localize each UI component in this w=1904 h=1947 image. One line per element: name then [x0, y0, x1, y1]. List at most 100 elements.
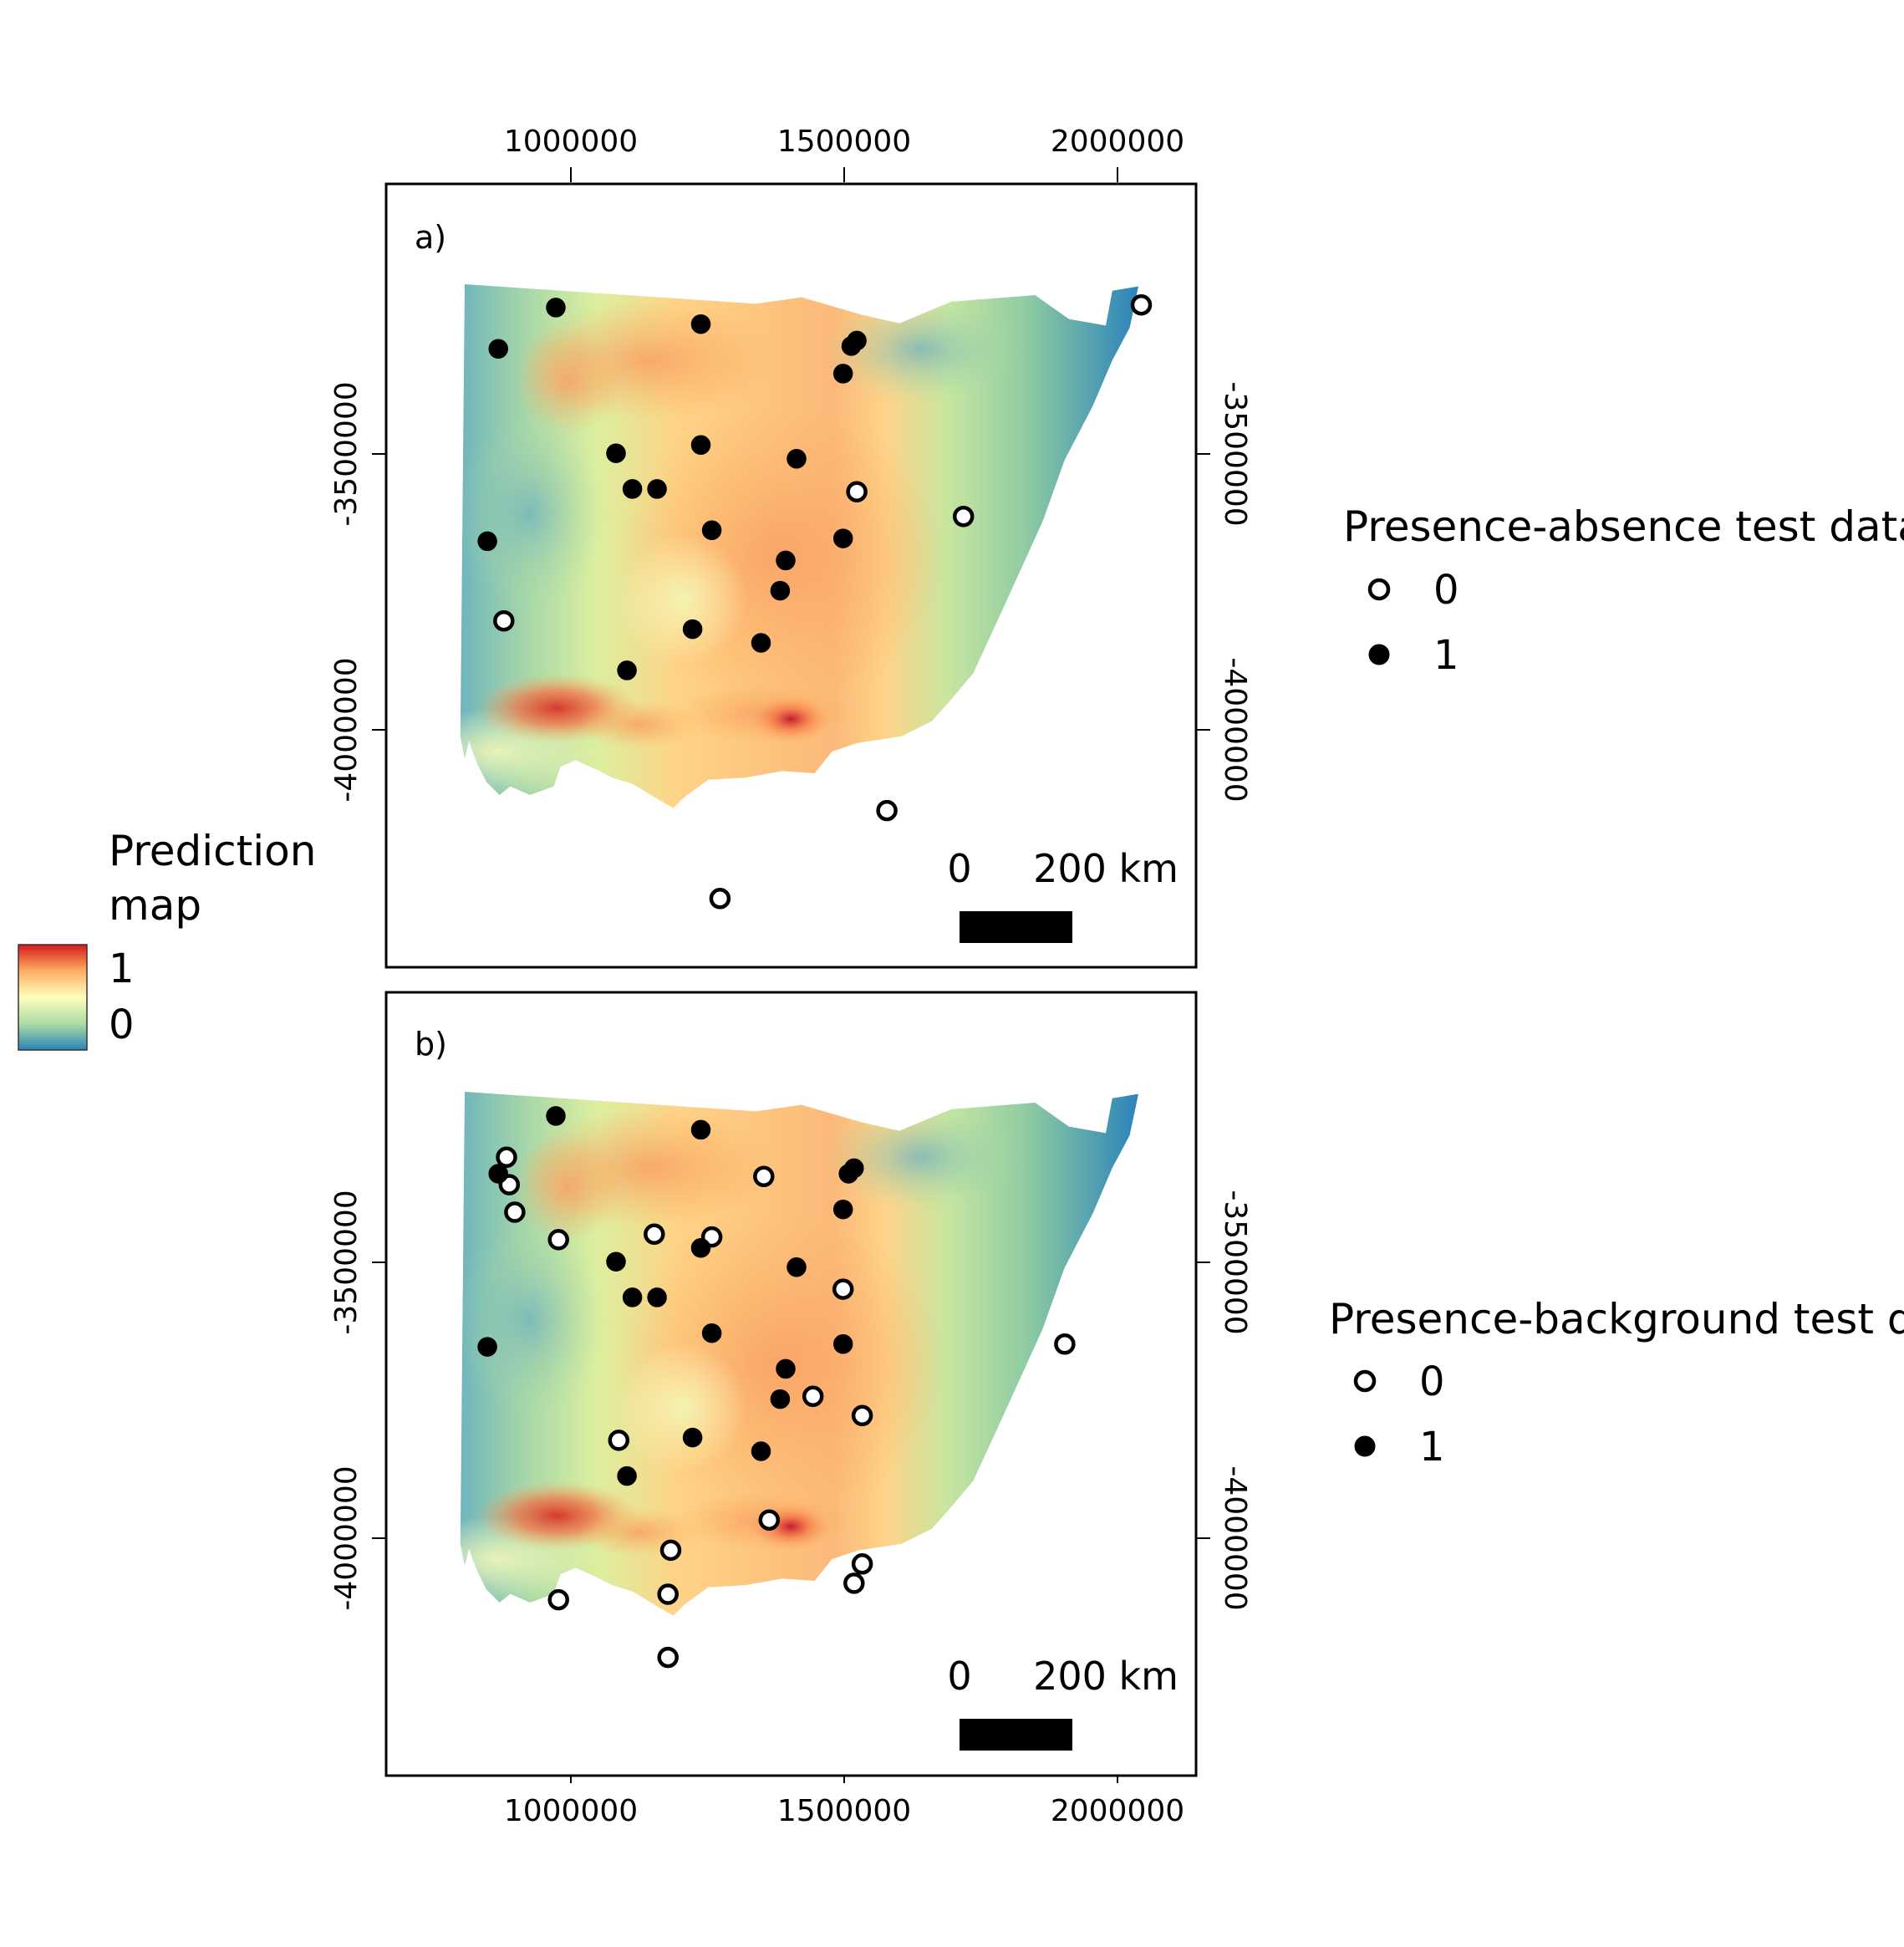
scale-bar-zero-label: 0 — [947, 846, 971, 891]
absence-point-marker — [493, 609, 515, 632]
absence-point-marker — [846, 481, 868, 502]
panel-b-points — [477, 1106, 1076, 1669]
presence-point-marker — [488, 1164, 508, 1184]
absence-point-marker — [659, 1539, 682, 1562]
top-x-tick-label: 1500000 — [777, 125, 911, 159]
panel-a-right-y-tick-label: -3500000 — [1218, 381, 1252, 526]
absence-point-marker — [952, 506, 975, 528]
presence-point-marker — [647, 479, 667, 499]
top-x-axis: 1000000 1500000 2000000 — [504, 125, 1184, 182]
legend-presence-background: Presence-background test data 0 1 — [1329, 1295, 1904, 1470]
absence-point-marker — [504, 1201, 526, 1223]
panel-b: b) -3500000 -4000000 -3500000 -4000000 0… — [329, 991, 1252, 1777]
panel-a-points — [477, 293, 1153, 910]
presence-point-marker — [690, 435, 711, 456]
top-x-tick-label: 2000000 — [1051, 125, 1184, 159]
colorbar-title-line2: map — [109, 881, 201, 930]
scale-bar-distance-label: 200 km — [1033, 846, 1179, 891]
absence-point-marker — [657, 1583, 679, 1605]
scale-bar-distance-label: 200 km — [1033, 1654, 1179, 1699]
presence-point-marker — [477, 1337, 497, 1357]
colorbar-max-label: 1 — [109, 945, 135, 992]
presence-point-marker — [606, 1251, 626, 1272]
absence-point-marker — [843, 1572, 865, 1594]
legend-open-circle-icon — [1353, 1369, 1377, 1393]
panel-a-frame — [384, 182, 1198, 969]
absence-point-marker — [608, 1430, 630, 1451]
presence-point-marker — [751, 633, 771, 653]
bottom-x-axis: 1000000 1500000 2000000 — [504, 1768, 1184, 1828]
presence-point-marker — [847, 330, 867, 351]
absence-point-marker — [496, 1146, 517, 1169]
presence-point-marker — [606, 443, 626, 463]
presence-point-marker — [617, 660, 637, 680]
absence-point-marker — [832, 1278, 854, 1300]
colorbar-title-line1: Prediction — [109, 827, 316, 875]
colorbar: Prediction map 1 0 — [18, 827, 316, 1051]
presence-point-marker — [832, 528, 853, 548]
presence-point-marker — [682, 1427, 703, 1448]
presence-point-marker — [647, 1287, 667, 1307]
presence-point-marker — [770, 1389, 791, 1409]
presence-point-marker — [787, 449, 807, 469]
presence-point-marker — [832, 364, 853, 384]
bottom-x-tick-label: 1000000 — [504, 1794, 638, 1828]
colorbar-min-label: 0 — [109, 1002, 135, 1048]
legend-open-circle-icon — [1367, 578, 1391, 601]
legend-filled-circle-icon — [1368, 644, 1390, 665]
absence-point-marker — [709, 888, 731, 910]
presence-point-marker — [787, 1257, 807, 1277]
scale-bar-zero-label: 0 — [947, 1654, 971, 1699]
legend-title: Presence-background test data — [1329, 1295, 1904, 1343]
presence-point-marker — [617, 1465, 637, 1486]
absence-point-marker — [657, 1646, 679, 1669]
legend-item-label: 0 — [1433, 567, 1459, 614]
presence-point-marker — [832, 1334, 853, 1354]
absence-point-marker — [876, 799, 898, 822]
panel-a: a) -3500000 -4000000 -3500000 -4000000 0… — [329, 182, 1252, 969]
presence-point-marker — [682, 619, 703, 640]
scale-bar — [960, 1719, 1072, 1751]
presence-point-marker — [690, 313, 711, 334]
scale-bar — [960, 911, 1072, 943]
presence-point-marker — [776, 1358, 796, 1379]
presence-point-marker — [690, 1119, 711, 1140]
legend-title: Presence-absence test data — [1343, 502, 1904, 551]
legend-item-label: 1 — [1419, 1424, 1445, 1470]
legend-item-label: 1 — [1433, 632, 1459, 679]
panel-b-frame — [384, 991, 1198, 1777]
absence-point-marker — [802, 1385, 824, 1408]
absence-point-marker — [547, 1588, 569, 1611]
absence-point-marker — [1054, 1333, 1076, 1355]
panel-b-right-y-tick-label: -3500000 — [1218, 1190, 1252, 1334]
absence-point-marker — [547, 1229, 569, 1251]
panel-b-left-y-tick-label: -4000000 — [329, 1465, 364, 1610]
presence-point-marker — [546, 1106, 566, 1126]
legend-presence-absence: Presence-absence test data 0 1 — [1343, 502, 1904, 679]
absence-point-marker — [644, 1223, 665, 1246]
presence-point-marker — [690, 1238, 711, 1258]
bottom-x-tick-label: 2000000 — [1051, 1794, 1184, 1828]
panel-b-scale-bar: 0 200 km — [947, 1654, 1179, 1751]
absence-point-marker — [851, 1553, 873, 1575]
panel-b-label: b) — [415, 1026, 447, 1063]
panel-a-left-y-tick-label: -4000000 — [329, 657, 364, 802]
panel-a-scale-bar: 0 200 km — [947, 846, 1179, 943]
absence-point-marker — [1130, 293, 1153, 316]
panel-b-left-y-tick-label: -3500000 — [329, 1190, 364, 1334]
bottom-x-tick-label: 1500000 — [777, 1794, 911, 1828]
panel-a-label: a) — [415, 219, 446, 256]
absence-point-marker — [851, 1404, 873, 1427]
colorbar-gradient — [18, 944, 88, 1051]
presence-point-marker — [488, 339, 508, 359]
presence-point-marker — [832, 1199, 853, 1220]
presence-point-marker — [701, 1323, 722, 1343]
panel-a-right-y-tick-label: -4000000 — [1218, 657, 1252, 802]
panel-b-right-y-tick-label: -4000000 — [1218, 1465, 1252, 1610]
panel-a-left-y-tick-label: -3500000 — [329, 381, 364, 526]
presence-point-marker — [776, 550, 796, 571]
presence-point-marker — [622, 479, 643, 499]
presence-point-marker — [770, 580, 791, 601]
presence-point-marker — [477, 531, 497, 552]
